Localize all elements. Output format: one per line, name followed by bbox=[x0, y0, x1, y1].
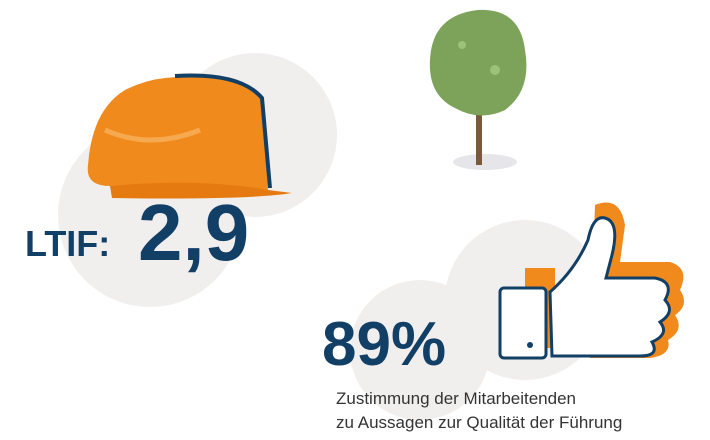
thumb-button bbox=[527, 342, 533, 348]
tree-spot bbox=[490, 65, 500, 75]
approval-caption: Zustimmung der Mitarbeitenden bbox=[336, 389, 576, 408]
tree-spot bbox=[458, 41, 466, 49]
ltif-label: LTIF: bbox=[25, 223, 110, 264]
tree-shadow bbox=[453, 154, 517, 170]
infographic: LTIF: 2,9 89% Zustimmung der Mitarbeiten… bbox=[0, 0, 710, 440]
thumb-sleeve bbox=[500, 288, 546, 358]
approval-value: 89% bbox=[322, 310, 446, 379]
tree-trunk bbox=[476, 110, 482, 165]
approval-caption: zu Aussagen zur Qualität der Führung bbox=[336, 413, 622, 432]
ltif-value: 2,9 bbox=[138, 188, 249, 277]
tree-icon bbox=[430, 10, 527, 170]
page: LTIF: 2,9 89% Zustimmung der Mitarbeiten… bbox=[0, 0, 710, 440]
tree-crown bbox=[430, 10, 527, 116]
